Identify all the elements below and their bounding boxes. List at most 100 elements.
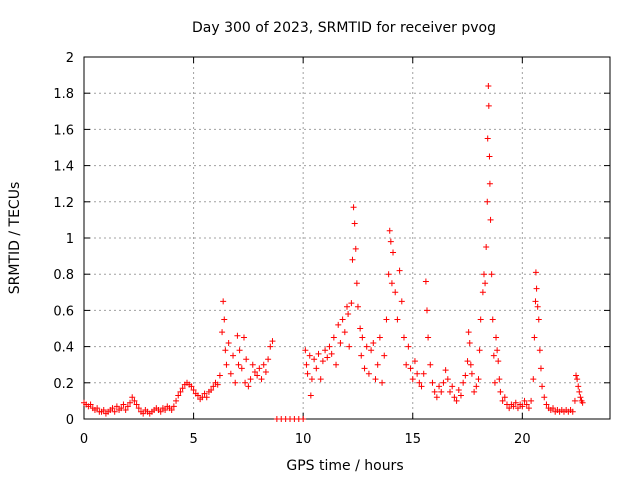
data-point [485,102,492,109]
data-point [396,267,403,274]
data-point [484,135,491,142]
data-point [579,399,586,406]
data-point [87,401,94,408]
data-point [489,316,496,323]
data-point [269,338,276,345]
data-point [486,153,493,160]
data-point [300,416,307,422]
data-point [455,387,462,394]
data-point [539,383,546,390]
data-point [247,376,254,383]
data-point [466,339,473,346]
y-tick-label: 1.8 [53,87,74,102]
y-axis-label: SRMTID / TECUs [7,182,23,295]
data-point [303,361,310,368]
data-point [341,329,348,336]
data-point [385,271,392,278]
data-point [422,278,429,285]
x-tick-label: 10 [295,432,312,447]
y-tick-label: 1.6 [53,123,74,138]
y-tick-label: 0.8 [53,268,74,283]
data-point [541,394,548,401]
data-point [344,303,350,310]
y-tick-label: 2 [66,51,74,66]
data-point [258,376,265,383]
data-point [245,383,252,390]
data-point [379,379,386,386]
data-point [304,370,311,377]
x-tick-label: 20 [514,432,531,447]
data-point [523,401,530,408]
data-point [573,372,580,379]
data-point [353,280,360,287]
chart-title: Day 300 of 2023, SRMTID for receiver pvo… [192,20,496,36]
data-point [201,390,208,397]
data-point [420,370,427,377]
data-point [471,388,478,395]
data-point [118,405,125,412]
data-point [173,397,180,404]
data-point [488,271,495,278]
data-point [427,361,434,368]
data-point [345,311,352,318]
data-point [383,316,390,323]
data-point [262,368,269,375]
data-point [483,244,490,251]
data-point [311,356,318,363]
data-point [175,392,182,399]
data-point [94,405,101,412]
data-point [447,388,454,395]
data-point [133,401,140,408]
data-point [267,343,274,350]
data-point [496,376,503,383]
y-tick-label: 0.4 [53,341,74,356]
data-point [462,372,469,379]
data-point [350,204,357,211]
data-point [506,405,513,412]
data-point [307,392,314,399]
data-point [476,347,483,354]
data-point [499,397,506,404]
tick-labels: 00.20.40.60.811.21.41.61.820 5 10 15 20 [53,51,530,447]
data-point [170,403,177,410]
data-point [322,347,329,354]
data-point [208,387,215,394]
y-tick-label: 0 [66,413,74,428]
data-point [188,383,195,390]
data-point [477,316,484,323]
data-point [497,388,504,395]
data-point [525,405,532,412]
data-point [140,410,147,417]
x-tick-label: 15 [404,432,421,447]
data-point [451,394,458,401]
data-point [376,334,383,341]
data-point [135,405,142,412]
data-point [381,352,388,359]
data-point [468,370,475,377]
data-point [335,321,342,328]
data-point [359,334,366,341]
data-point [222,347,229,354]
data-point [333,361,340,368]
data-point [194,392,201,399]
data-point [324,354,331,361]
data-point [532,269,539,276]
data-point [453,397,460,404]
data-point [223,361,230,368]
data-point [433,394,440,401]
data-point [162,406,169,413]
x-tick-label: 5 [189,432,197,447]
data-point [528,397,535,404]
data-point [485,82,492,89]
data-point [530,376,537,383]
data-point [532,298,539,305]
data-point [574,376,581,383]
data-point [357,325,364,332]
data-point [374,361,381,368]
data-point [536,347,543,354]
data-point [482,280,489,287]
data-point [238,365,245,372]
data-point [317,376,324,383]
data-point [225,339,232,346]
